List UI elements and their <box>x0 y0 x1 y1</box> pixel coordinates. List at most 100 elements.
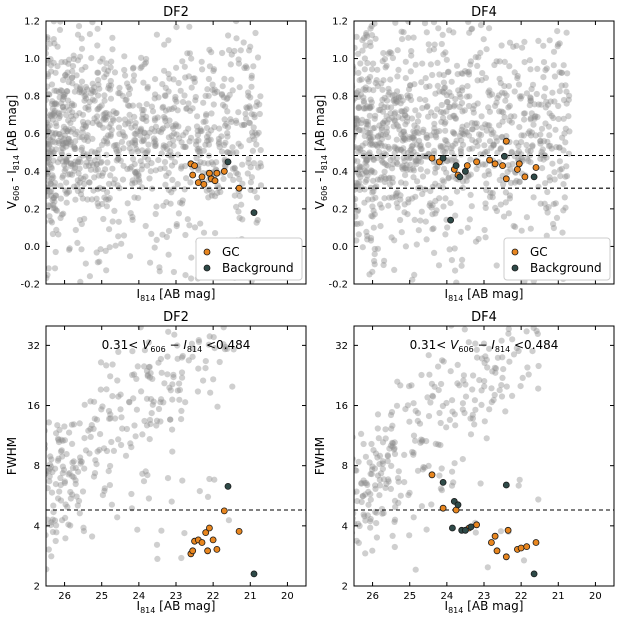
field-point <box>74 128 81 135</box>
field-point <box>347 478 353 484</box>
field-point <box>223 95 230 103</box>
field-point <box>365 78 372 85</box>
field-point <box>391 116 398 124</box>
field-point <box>440 148 447 155</box>
field-point <box>550 220 557 228</box>
field-point <box>386 174 393 181</box>
field-point <box>344 157 350 163</box>
field-point <box>36 160 42 166</box>
field-point <box>141 130 148 137</box>
field-point <box>78 458 85 465</box>
field-point <box>152 142 159 149</box>
field-point <box>139 106 146 114</box>
field-point <box>76 85 83 92</box>
field-point <box>348 41 354 47</box>
field-point <box>358 164 365 171</box>
field-point <box>374 454 381 461</box>
field-point <box>493 207 500 215</box>
field-point <box>502 408 509 415</box>
field-point <box>412 407 419 414</box>
field-point <box>382 426 389 433</box>
field-point <box>528 85 535 93</box>
field-point <box>165 169 172 176</box>
field-point <box>246 119 253 126</box>
field-point <box>391 439 398 446</box>
field-point <box>72 138 79 145</box>
field-point <box>72 161 79 168</box>
field-point <box>51 265 59 272</box>
field-point <box>206 186 213 193</box>
field-point <box>195 338 203 345</box>
field-point <box>465 173 472 180</box>
field-point <box>186 50 193 57</box>
gc-point <box>521 173 529 181</box>
field-point <box>543 98 550 105</box>
field-point <box>381 143 389 150</box>
field-point <box>524 147 532 154</box>
field-point <box>393 192 400 199</box>
field-point <box>60 141 67 148</box>
field-point <box>128 149 135 156</box>
field-point <box>419 105 426 112</box>
field-point <box>51 205 59 212</box>
legend-box <box>503 237 611 281</box>
field-point <box>406 383 413 390</box>
field-point <box>102 116 109 123</box>
field-point <box>248 174 255 181</box>
field-point <box>102 114 109 121</box>
field-point <box>546 110 553 117</box>
y-tick-label: 1.0 <box>332 54 348 65</box>
field-point <box>387 156 394 164</box>
field-point <box>196 488 203 495</box>
field-point <box>178 354 186 361</box>
field-point <box>516 179 523 186</box>
field-point <box>507 166 514 173</box>
field-point <box>452 140 459 147</box>
field-point <box>158 369 165 376</box>
field-point <box>374 66 381 73</box>
field-point <box>389 179 396 186</box>
field-point <box>120 232 128 239</box>
field-point <box>218 148 226 155</box>
field-point <box>46 213 53 220</box>
field-point <box>218 133 225 140</box>
field-point <box>436 88 443 95</box>
field-point <box>49 172 56 179</box>
field-point <box>406 155 413 162</box>
field-point <box>46 566 50 573</box>
field-point <box>182 143 189 150</box>
field-point <box>451 411 458 418</box>
field-point <box>178 163 185 170</box>
field-point <box>148 125 155 132</box>
field-point <box>523 141 530 149</box>
field-point <box>344 115 350 121</box>
field-point <box>99 172 106 179</box>
field-point <box>74 31 82 38</box>
field-point <box>356 164 363 171</box>
field-point <box>435 363 442 370</box>
field-point <box>130 395 137 402</box>
field-point <box>245 92 252 99</box>
field-point <box>451 245 458 252</box>
field-point <box>547 142 554 149</box>
field-point <box>122 121 129 128</box>
field-point <box>249 147 256 154</box>
field-point <box>394 378 401 385</box>
gc-point <box>515 160 523 168</box>
field-point <box>505 330 512 337</box>
field-point <box>79 134 86 141</box>
field-point <box>562 82 569 89</box>
field-point <box>50 174 57 181</box>
field-point <box>46 154 51 162</box>
field-point <box>518 139 525 146</box>
field-point <box>516 93 523 100</box>
field-point <box>167 387 174 394</box>
field-point <box>151 95 158 102</box>
field-point <box>46 160 51 167</box>
field-point <box>168 132 175 139</box>
field-point <box>107 415 114 422</box>
field-point <box>227 116 234 123</box>
field-point <box>106 10 112 16</box>
field-point <box>46 33 48 40</box>
field-point <box>443 399 450 407</box>
